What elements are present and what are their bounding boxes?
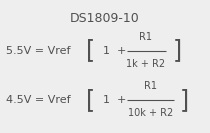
- Text: ]: ]: [180, 88, 189, 112]
- Text: [: [: [86, 88, 95, 112]
- Text: ]: ]: [173, 39, 182, 63]
- Text: 1  +: 1 +: [103, 95, 126, 105]
- Text: 5.5V = Vref: 5.5V = Vref: [6, 45, 71, 56]
- Text: 1k + R2: 1k + R2: [126, 59, 165, 69]
- Text: DS1809-10: DS1809-10: [70, 12, 140, 25]
- Text: R1: R1: [144, 81, 157, 92]
- Text: [: [: [86, 39, 95, 63]
- Text: 4.5V = Vref: 4.5V = Vref: [6, 95, 71, 105]
- Text: 1  +: 1 +: [103, 45, 126, 56]
- Text: 10k + R2: 10k + R2: [127, 108, 173, 118]
- Text: R1: R1: [139, 32, 152, 42]
